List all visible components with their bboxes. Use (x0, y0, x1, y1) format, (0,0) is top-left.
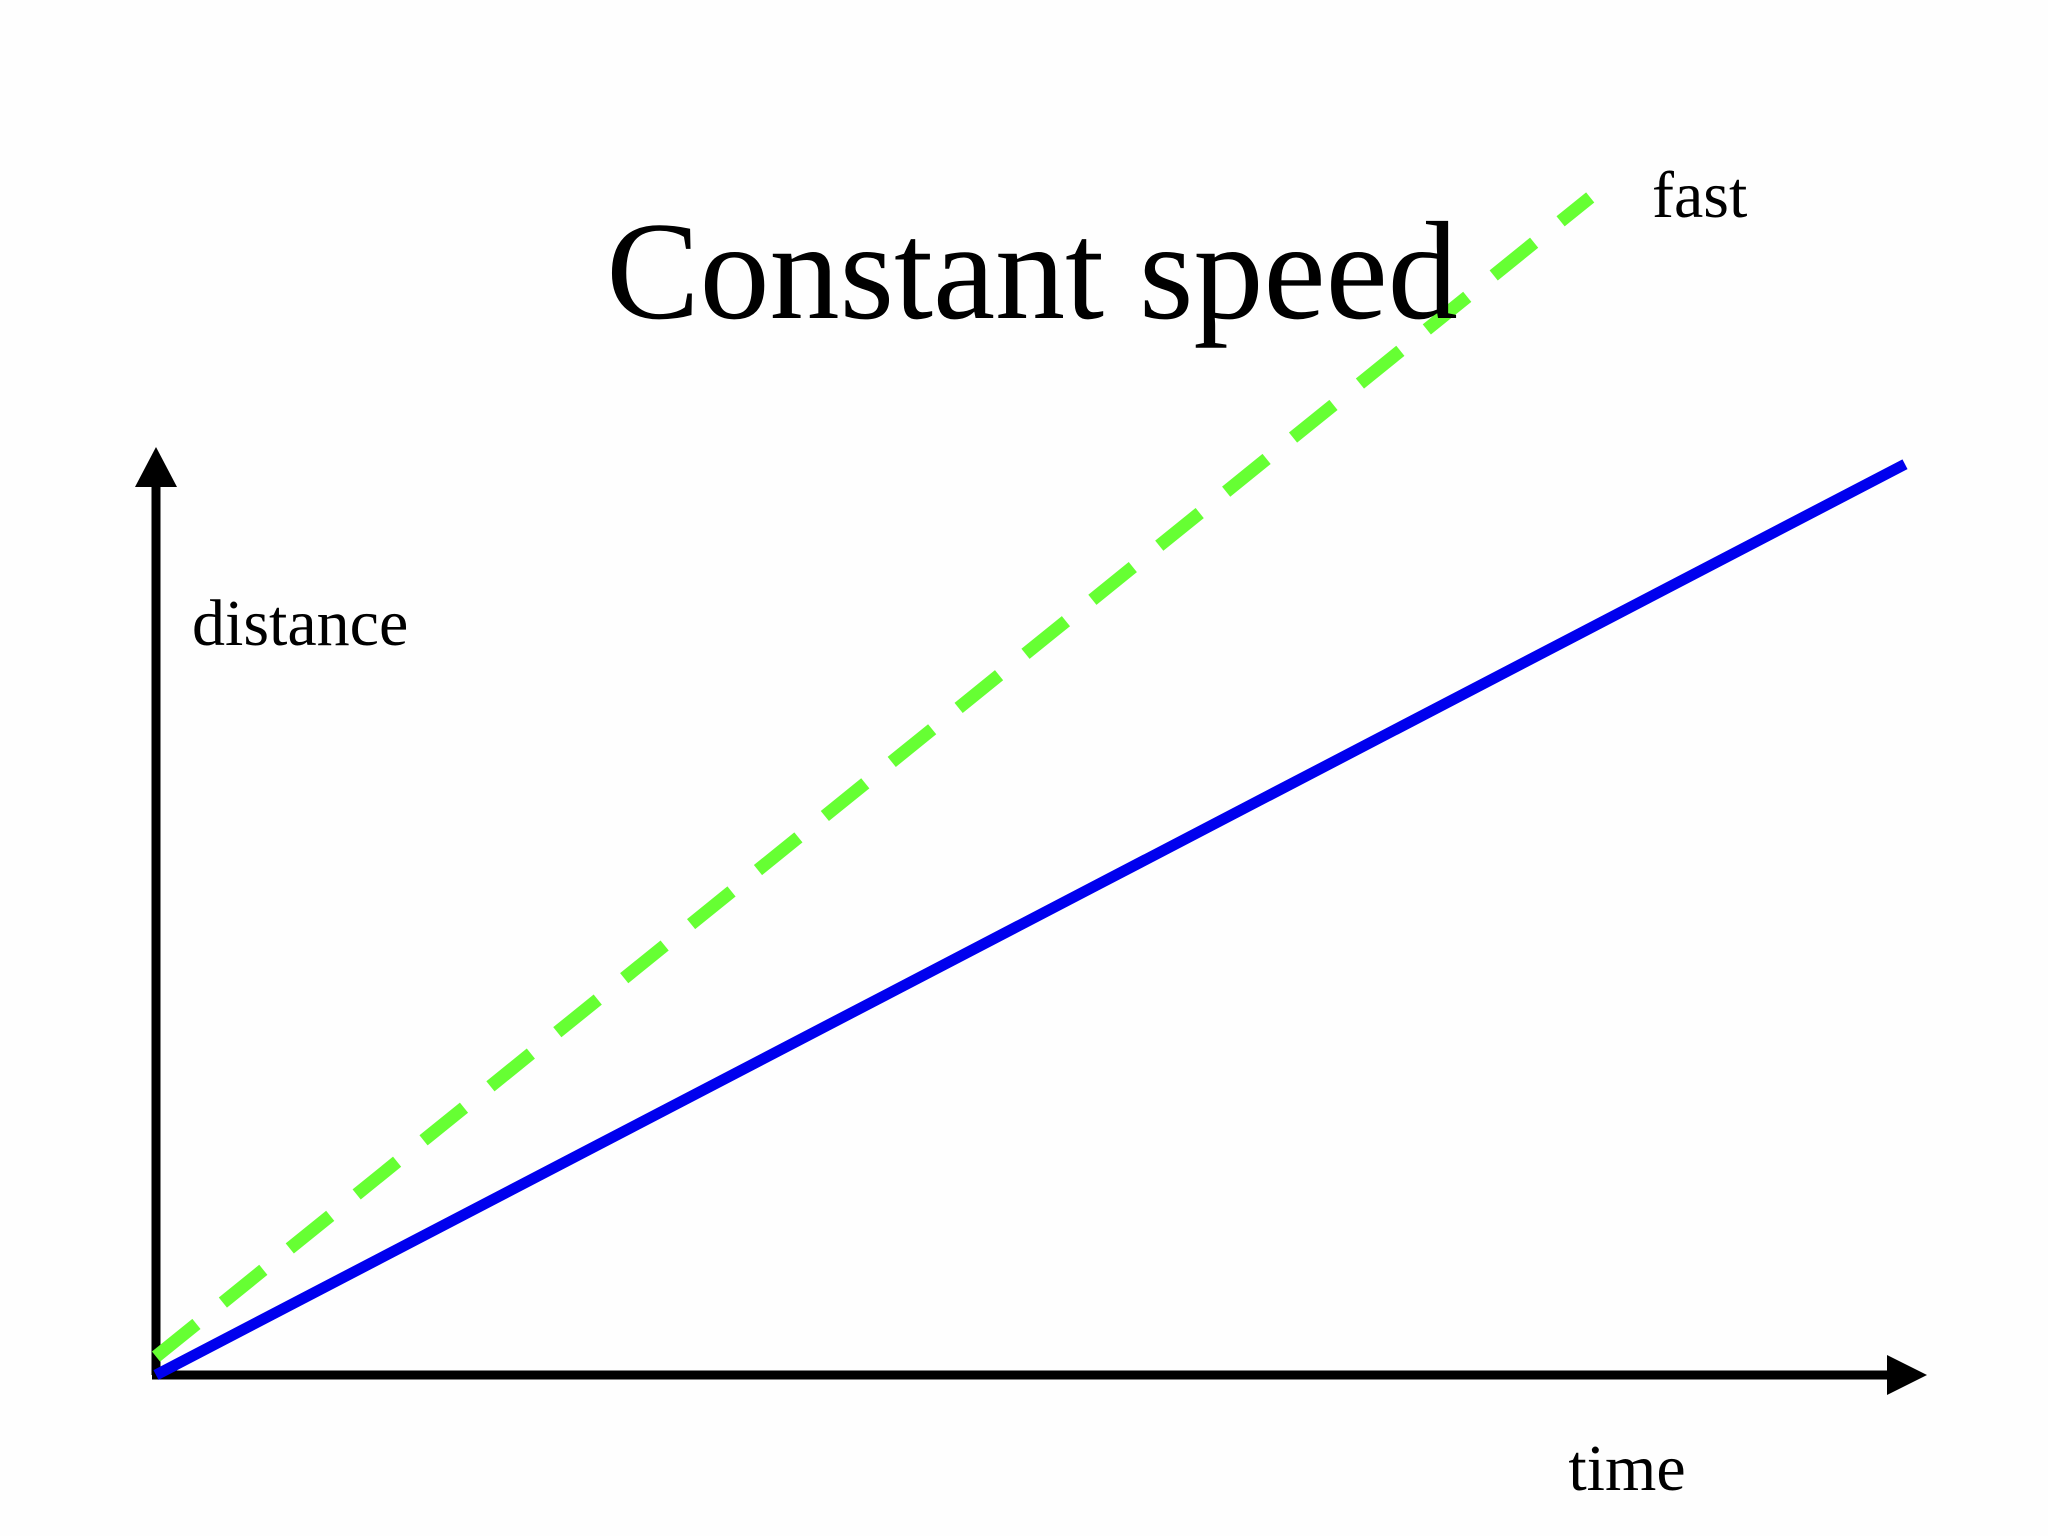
chart-title: Constant speed (606, 194, 1458, 349)
series-group (151, 192, 1908, 1380)
series-line-fast (151, 192, 1595, 1362)
y-axis-arrow-icon (135, 447, 177, 487)
x-axis-arrow-icon (1887, 1355, 1927, 1395)
y-axis-label: distance (192, 587, 408, 660)
series-line-1 (153, 459, 1908, 1380)
x-axis-label: time (1568, 1432, 1685, 1505)
series-label-fast: fast (1652, 159, 1747, 232)
